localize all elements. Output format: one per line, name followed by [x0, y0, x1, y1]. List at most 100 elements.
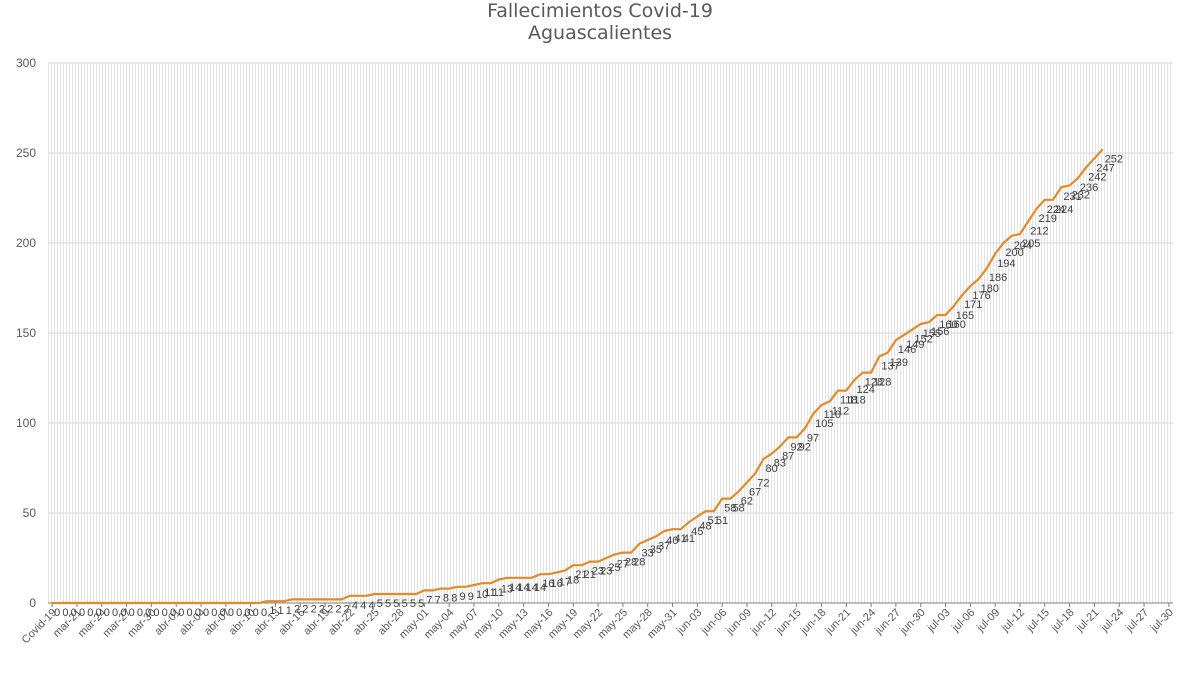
data-label: 149: [906, 339, 924, 351]
data-label: 0: [129, 607, 135, 619]
x-tick-label: jun-12: [748, 607, 779, 638]
x-tick-label: jul-30: [1148, 607, 1176, 635]
data-label: 236: [1080, 182, 1098, 194]
data-label: 37: [658, 540, 670, 552]
x-tick-label: jul-03: [924, 607, 952, 635]
y-axis: 0 50 100 150 200 250 300: [16, 56, 36, 610]
data-label: 2: [302, 603, 308, 615]
data-label: 242: [1088, 171, 1106, 183]
data-label: 4: [368, 600, 374, 612]
data-label: 176: [972, 290, 990, 302]
data-label: 2: [335, 603, 341, 615]
x-axis: Covid-19mar-21mar-24mar-27mar-30abr-01ab…: [20, 602, 1176, 646]
data-label: 7: [426, 594, 432, 606]
data-label: 92: [790, 441, 802, 453]
data-label: 0: [162, 607, 168, 619]
data-label: 0: [203, 607, 209, 619]
data-label: 0: [145, 607, 151, 619]
data-label: 231: [1063, 191, 1081, 203]
data-label: 0: [104, 607, 110, 619]
x-tick-label: jun-03: [674, 607, 705, 638]
data-label: 146: [898, 344, 916, 356]
data-label: 11: [484, 587, 495, 599]
data-label: 0: [62, 607, 68, 619]
data-label: 200: [1005, 247, 1023, 259]
data-label: 0: [87, 607, 93, 619]
data-label: 97: [807, 432, 819, 444]
data-label: 16: [542, 578, 554, 590]
chart-subtitle: Aguascalientes: [527, 22, 673, 44]
data-label: 5: [410, 598, 416, 610]
data-label: 0: [228, 607, 234, 619]
data-label: 1: [286, 605, 292, 617]
data-label: 139: [890, 357, 908, 369]
x-tick-label: jun-15: [773, 607, 804, 638]
data-label: 18: [567, 575, 579, 587]
data-label: 21: [584, 569, 596, 581]
x-tick-label: jul-12: [999, 607, 1027, 635]
data-label: 0: [186, 607, 192, 619]
data-label: 67: [749, 486, 761, 498]
x-tick-label: jul-24: [1098, 607, 1126, 635]
data-label: 9: [459, 591, 465, 603]
data-label: 27: [617, 558, 629, 570]
data-label: 48: [699, 521, 711, 533]
data-label: 2: [327, 603, 333, 615]
data-label: 0: [253, 607, 259, 619]
x-tick-label: jul-15: [1024, 607, 1052, 635]
data-label: 7: [435, 594, 441, 606]
data-label: 219: [1039, 213, 1057, 225]
data-label: 51: [716, 515, 728, 527]
x-tick-label: jun-24: [847, 607, 878, 638]
data-label: 128: [865, 377, 883, 389]
data-label: 83: [774, 458, 786, 470]
series: [52, 148, 1104, 605]
data-label: 45: [691, 526, 703, 538]
data-label: 194: [997, 258, 1015, 270]
data-label: 180: [981, 283, 999, 295]
x-tick-label: jul-06: [949, 607, 977, 635]
chart-title: Fallecimientos Covid-19: [487, 0, 713, 22]
data-label: 1: [277, 605, 283, 617]
data-label: 80: [766, 463, 778, 475]
data-label: 118: [848, 395, 866, 407]
data-label: 72: [757, 477, 769, 489]
data-label: 124: [857, 384, 875, 396]
data-label: 92: [799, 441, 811, 453]
data-label: 21: [575, 569, 587, 581]
data-label: 28: [633, 557, 645, 569]
x-tick-label: jun-06: [698, 607, 729, 638]
data-label: 5: [377, 598, 383, 610]
data-label: 1: [269, 605, 275, 617]
data-label: 58: [732, 503, 744, 515]
data-label: 112: [832, 405, 850, 417]
series-line: [52, 148, 1104, 605]
data-label: 0: [120, 607, 126, 619]
data-label: 212: [1030, 225, 1048, 237]
data-label: 40: [666, 535, 678, 547]
data-label: 51: [708, 515, 720, 527]
data-label: 186: [989, 272, 1007, 284]
data-label: 14: [509, 582, 521, 594]
x-tick-label: jul-21: [1073, 607, 1101, 635]
data-label: 165: [956, 310, 974, 322]
x-tick-label: jul-09: [974, 607, 1002, 635]
data-label: 9: [468, 591, 474, 603]
data-label: 0: [153, 607, 159, 619]
data-label: 5: [385, 598, 391, 610]
x-tick-label: jun-21: [823, 607, 854, 638]
data-label: 25: [608, 562, 620, 574]
data-label: 13: [501, 584, 513, 596]
data-label: 0: [71, 607, 77, 619]
data-label: 0: [170, 607, 176, 619]
data-label: 2: [294, 603, 300, 615]
data-label: 0: [137, 607, 143, 619]
data-label: 10: [476, 589, 488, 601]
data-label: 137: [881, 360, 899, 372]
data-label: 205: [1022, 238, 1040, 250]
data-label: 204: [1014, 240, 1032, 252]
data-label: 152: [914, 333, 932, 345]
data-label: 118: [840, 395, 858, 407]
